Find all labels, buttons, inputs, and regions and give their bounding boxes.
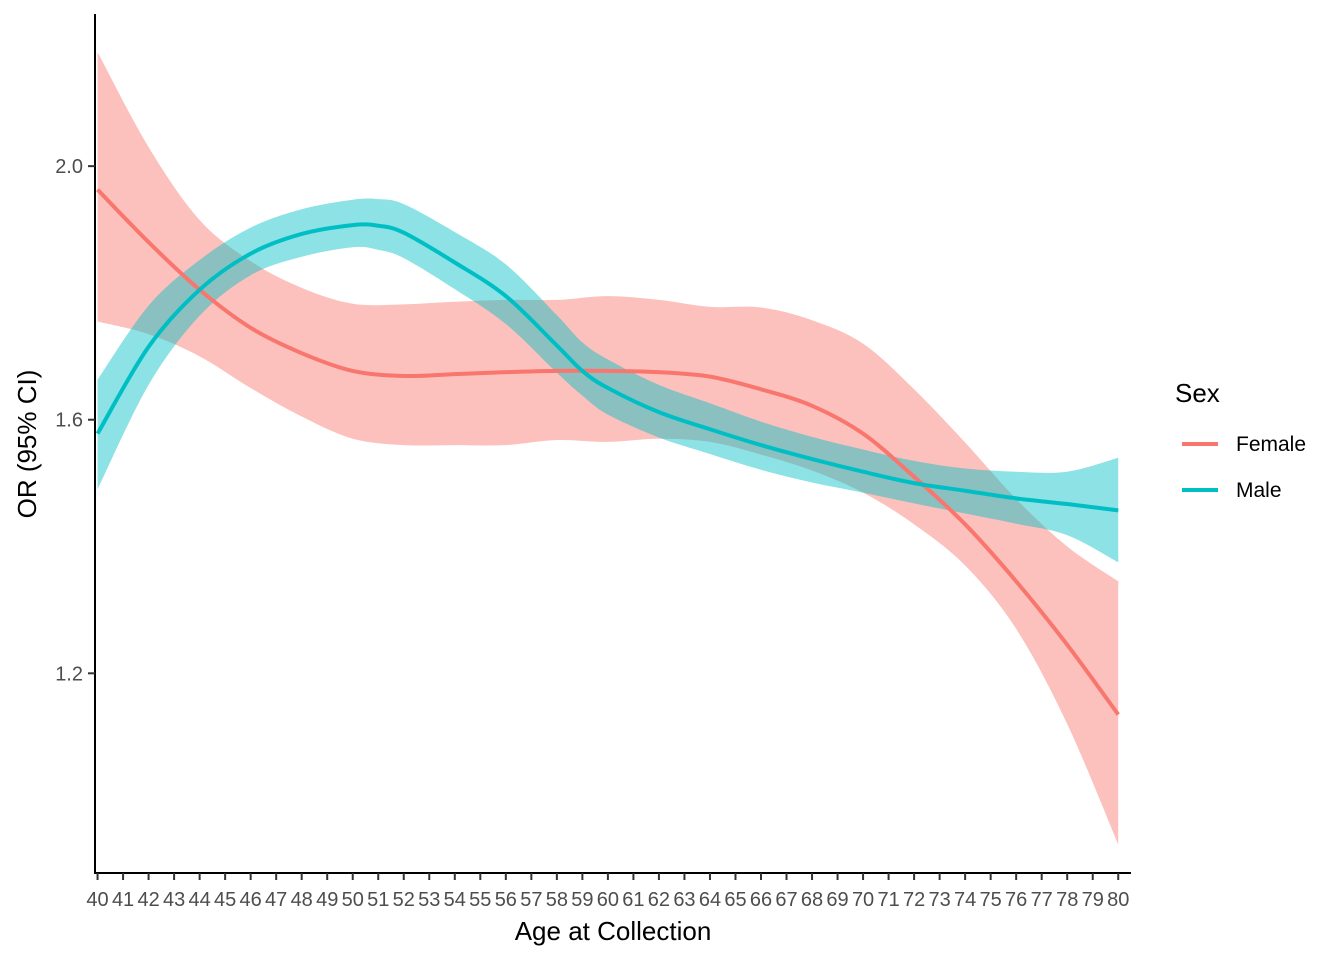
x-tick-label: 53 [418, 889, 440, 911]
x-tick-label: 61 [622, 889, 644, 911]
x-tick-label: 67 [775, 889, 797, 911]
axes: 1.21.62.040 41 42 43 44 45 46 47 48 49 50 51 52 53 54 5… [55, 14, 1131, 911]
x-tick-label: 56 [495, 889, 517, 911]
x-tick-label: 64 [699, 889, 721, 911]
legend: Sex Female Male [1175, 378, 1306, 502]
x-tick-label: 47 [265, 889, 287, 911]
x-tick-label: 77 [1031, 889, 1053, 911]
x-tick-label: 50 [342, 889, 364, 911]
x-tick-label: 70 [852, 889, 874, 911]
x-tick-label: 74 [954, 889, 976, 911]
x-tick-label: 66 [750, 889, 772, 911]
ribbon-female [97, 52, 1119, 845]
x-tick-label: 40 [86, 889, 108, 911]
x-tick-label: 62 [648, 889, 670, 911]
x-tick-label: 41 [112, 889, 134, 911]
x-tick-label: 71 [877, 889, 899, 911]
x-tick-label: 42 [137, 889, 159, 911]
x-tick-label: 80 [1107, 889, 1129, 911]
legend-label-male: Male [1236, 479, 1282, 502]
x-tick-label: 59 [571, 889, 593, 911]
x-tick-label: 68 [801, 889, 823, 911]
line-male [95, 222, 1119, 513]
x-tick-label: 51 [367, 889, 389, 911]
x-tick-label: 72 [903, 889, 925, 911]
plot-area [95, 52, 1120, 845]
x-tick-label: 79 [1082, 889, 1104, 911]
x-tick-label: 58 [546, 889, 568, 911]
x-tick-label: 48 [291, 889, 313, 911]
x-axis-title: Age at Collection [515, 916, 712, 946]
x-tick-label: 52 [393, 889, 415, 911]
x-tick-label: 69 [826, 889, 848, 911]
legend-label-female: Female [1236, 433, 1306, 456]
x-tick-label: 76 [1005, 889, 1027, 911]
x-tick-label: 44 [188, 889, 210, 911]
x-tick-label: 65 [724, 889, 746, 911]
legend-title: Sex [1175, 378, 1220, 408]
y-axis-title: OR (95% CI) [12, 370, 42, 519]
x-tick-label: 45 [214, 889, 236, 911]
x-tick-label: 54 [444, 889, 466, 911]
x-tick-label: 46 [240, 889, 262, 911]
x-tick-label: 63 [673, 889, 695, 911]
x-tick-label: 75 [980, 889, 1002, 911]
x-tick-label: 55 [469, 889, 491, 911]
x-tick-label: 57 [520, 889, 542, 911]
y-tick-label: 1.6 [55, 410, 83, 432]
x-tick-label: 43 [163, 889, 185, 911]
x-tick-label: 60 [597, 889, 619, 911]
x-tick-label: 78 [1056, 889, 1078, 911]
line-female [96, 188, 1120, 716]
y-tick-label: 1.2 [55, 663, 83, 685]
x-tick-label: 49 [316, 889, 338, 911]
x-tick-label: 73 [928, 889, 950, 911]
y-tick-label: 2.0 [55, 156, 83, 178]
